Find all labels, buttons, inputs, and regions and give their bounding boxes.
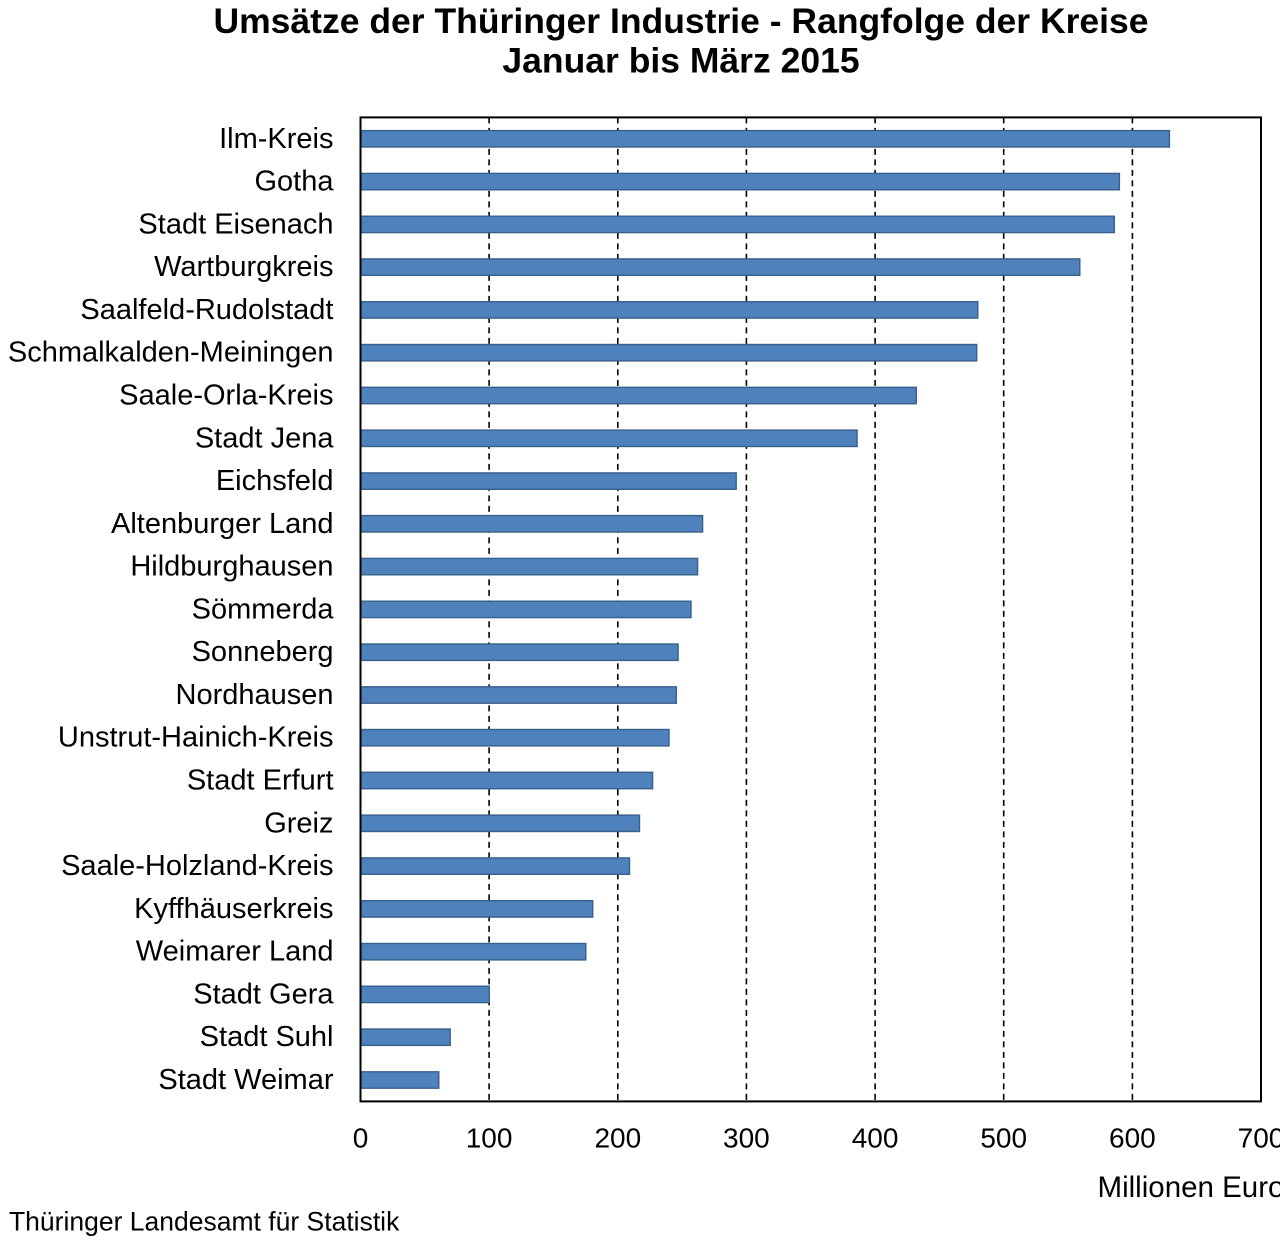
svg-text:Kyffhäuserkreis: Kyffhäuserkreis [134, 893, 333, 925]
svg-text:700: 700 [1238, 1123, 1280, 1154]
svg-text:Wartburgkreis: Wartburgkreis [154, 251, 333, 283]
svg-text:300: 300 [723, 1123, 770, 1154]
svg-text:Eichsfeld: Eichsfeld [216, 465, 334, 497]
svg-text:Stadt Gera: Stadt Gera [193, 978, 334, 1010]
svg-text:Saale-Orla-Kreis: Saale-Orla-Kreis [119, 380, 333, 412]
svg-text:Unstrut-Hainich-Kreis: Unstrut-Hainich-Kreis [58, 722, 334, 754]
svg-text:400: 400 [852, 1123, 899, 1154]
svg-text:100: 100 [466, 1123, 513, 1154]
svg-text:Sonneberg: Sonneberg [192, 636, 334, 668]
svg-text:Sömmerda: Sömmerda [192, 593, 335, 625]
svg-text:Millionen Euro: Millionen Euro [1098, 1171, 1280, 1204]
svg-text:Stadt Jena: Stadt Jena [195, 422, 335, 454]
svg-text:Altenburger Land: Altenburger Land [111, 508, 334, 540]
svg-text:Saale-Holzland-Kreis: Saale-Holzland-Kreis [61, 850, 333, 882]
svg-text:200: 200 [594, 1123, 641, 1154]
svg-text:Stadt Suhl: Stadt Suhl [200, 1021, 334, 1053]
svg-text:500: 500 [980, 1123, 1027, 1154]
svg-text:Hildburghausen: Hildburghausen [130, 551, 333, 583]
svg-text:Stadt Eisenach: Stadt Eisenach [138, 208, 333, 240]
svg-text:Saalfeld-Rudolstadt: Saalfeld-Rudolstadt [80, 294, 333, 326]
svg-text:Greiz: Greiz [264, 807, 333, 839]
svg-text:Stadt Erfurt: Stadt Erfurt [187, 765, 334, 797]
svg-text:0: 0 [353, 1123, 369, 1154]
svg-text:Thüringer Landesamt für Statis: Thüringer Landesamt für Statistik [9, 1206, 400, 1236]
svg-text:Ilm-Kreis: Ilm-Kreis [219, 123, 333, 155]
svg-text:Weimarer Land: Weimarer Land [136, 936, 334, 968]
svg-text:600: 600 [1109, 1123, 1156, 1154]
svg-text:Umsätze der Thüringer Industri: Umsätze der Thüringer Industrie - Rangfo… [213, 1, 1148, 41]
svg-text:Stadt Weimar: Stadt Weimar [158, 1064, 333, 1096]
svg-text:Schmalkalden-Meiningen: Schmalkalden-Meiningen [8, 337, 334, 369]
svg-text:Gotha: Gotha [255, 166, 335, 198]
svg-text:Nordhausen: Nordhausen [176, 679, 334, 711]
svg-text:Januar bis März 2015: Januar bis März 2015 [502, 41, 859, 81]
